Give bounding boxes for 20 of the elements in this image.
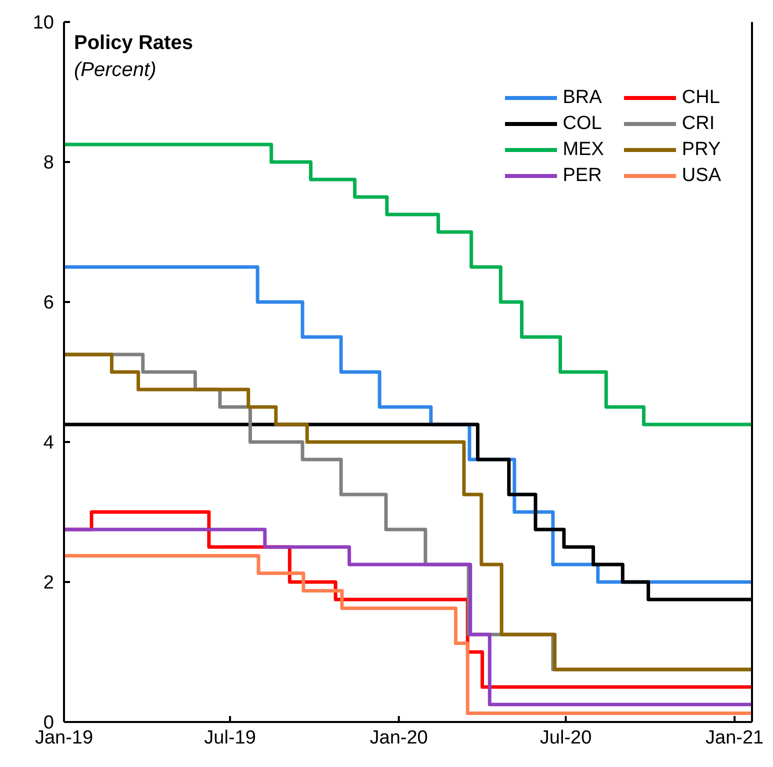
y-tick-label: 0: [43, 712, 54, 734]
legend-label: MEX: [562, 139, 604, 161]
x-tick-label: Jan-21: [706, 727, 764, 748]
x-tick-label: Jan-20: [370, 727, 428, 748]
y-tick-label: 4: [43, 432, 54, 454]
y-tick-label: 8: [43, 152, 54, 174]
legend-label: PRY: [682, 139, 721, 161]
x-tick-label: Jul-19: [204, 727, 256, 748]
legend-label: BRA: [562, 87, 602, 109]
legend-label: USA: [682, 165, 721, 187]
y-tick-label: 6: [43, 292, 54, 314]
legend-label: PER: [562, 165, 602, 187]
text: Policy Rates: [74, 31, 193, 56]
y-tick-label: 10: [32, 12, 54, 34]
legend-label: COL: [562, 113, 602, 135]
legend-label: CRI: [682, 113, 715, 135]
text: (Percent): [74, 58, 158, 83]
y-tick-label: 2: [43, 572, 54, 594]
legend-label: CHL: [682, 87, 720, 109]
x-tick-label: Jul-20: [540, 727, 592, 748]
